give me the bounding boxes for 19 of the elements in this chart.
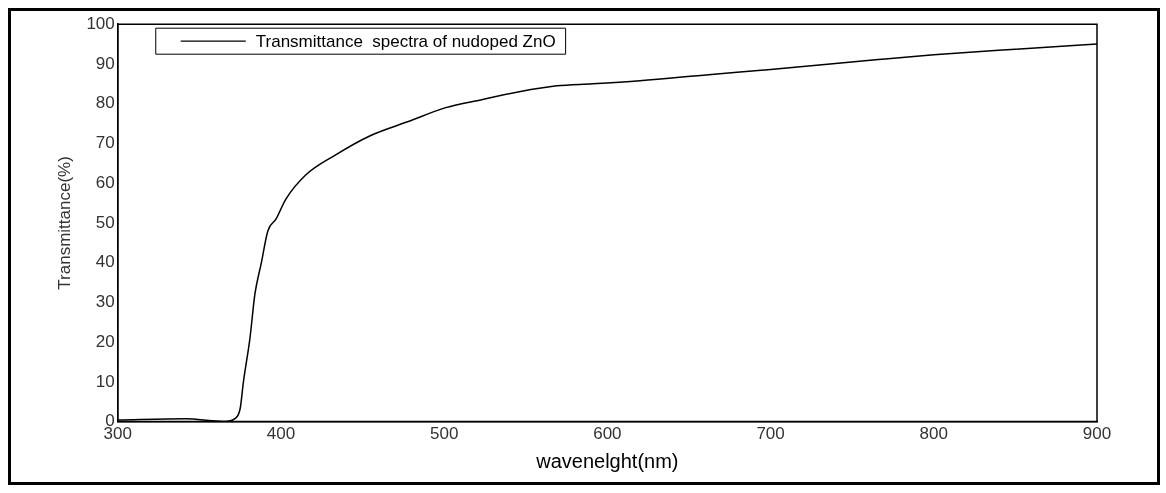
y-tick-label: 90 [95, 53, 115, 73]
legend-label: Transmittance spectra of nudoped ZnO [255, 31, 556, 51]
y-tick-label: 60 [95, 172, 115, 192]
y-tick-label: 10 [95, 371, 115, 391]
y-tick-label: 40 [95, 252, 115, 272]
x-tick-label: 500 [429, 424, 459, 444]
x-axis-title: wavenelght(nm) [535, 449, 679, 472]
y-tick-label: 50 [95, 212, 115, 232]
y-tick-label: 100 [86, 13, 115, 33]
x-tick-label: 600 [593, 424, 622, 444]
y-tick-label: 70 [95, 133, 115, 153]
x-tick-label: 900 [1082, 424, 1112, 444]
y-tick-label: 80 [95, 93, 115, 113]
y-tick-label: 30 [95, 292, 115, 312]
x-tick-label: 800 [919, 424, 948, 444]
y-axis-title: Transmittance(%) [54, 156, 74, 290]
x-tick-label: 700 [756, 424, 785, 444]
x-tick-label: 400 [266, 424, 296, 444]
y-tick-label: 20 [95, 331, 115, 351]
